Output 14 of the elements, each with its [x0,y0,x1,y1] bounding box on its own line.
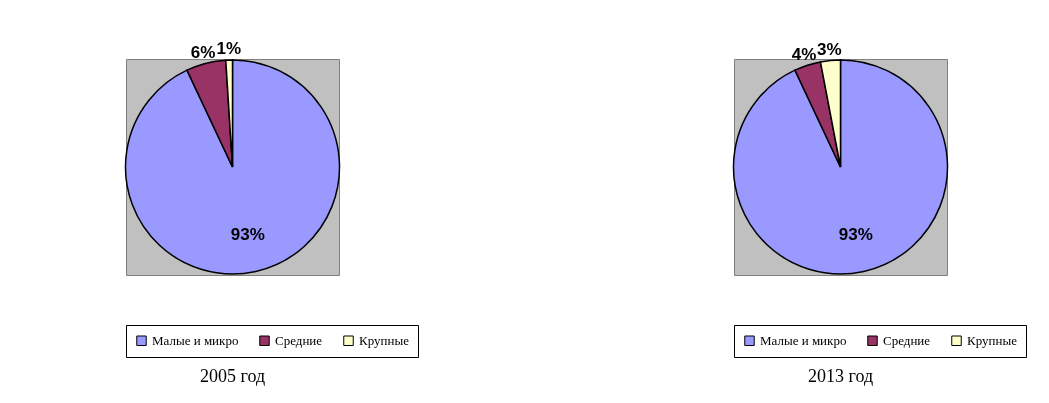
legend-label: Средние [883,332,931,348]
data-label: 93% [230,225,265,245]
data-label: 93% [838,225,873,245]
data-label: 6% [190,42,216,62]
legend-label: Крупные [359,332,410,348]
text: 2013 год [807,365,874,386]
data-label: 3% [817,39,842,59]
data-label: 1% [216,39,242,59]
data-label: 4% [791,44,817,64]
legend-label: Малые и микро [152,332,239,348]
legend-label: Малые и микро [760,332,847,348]
legend-label: Крупные [967,332,1018,348]
legend-label: Средние [275,332,323,348]
text: 2005 год [199,365,266,386]
